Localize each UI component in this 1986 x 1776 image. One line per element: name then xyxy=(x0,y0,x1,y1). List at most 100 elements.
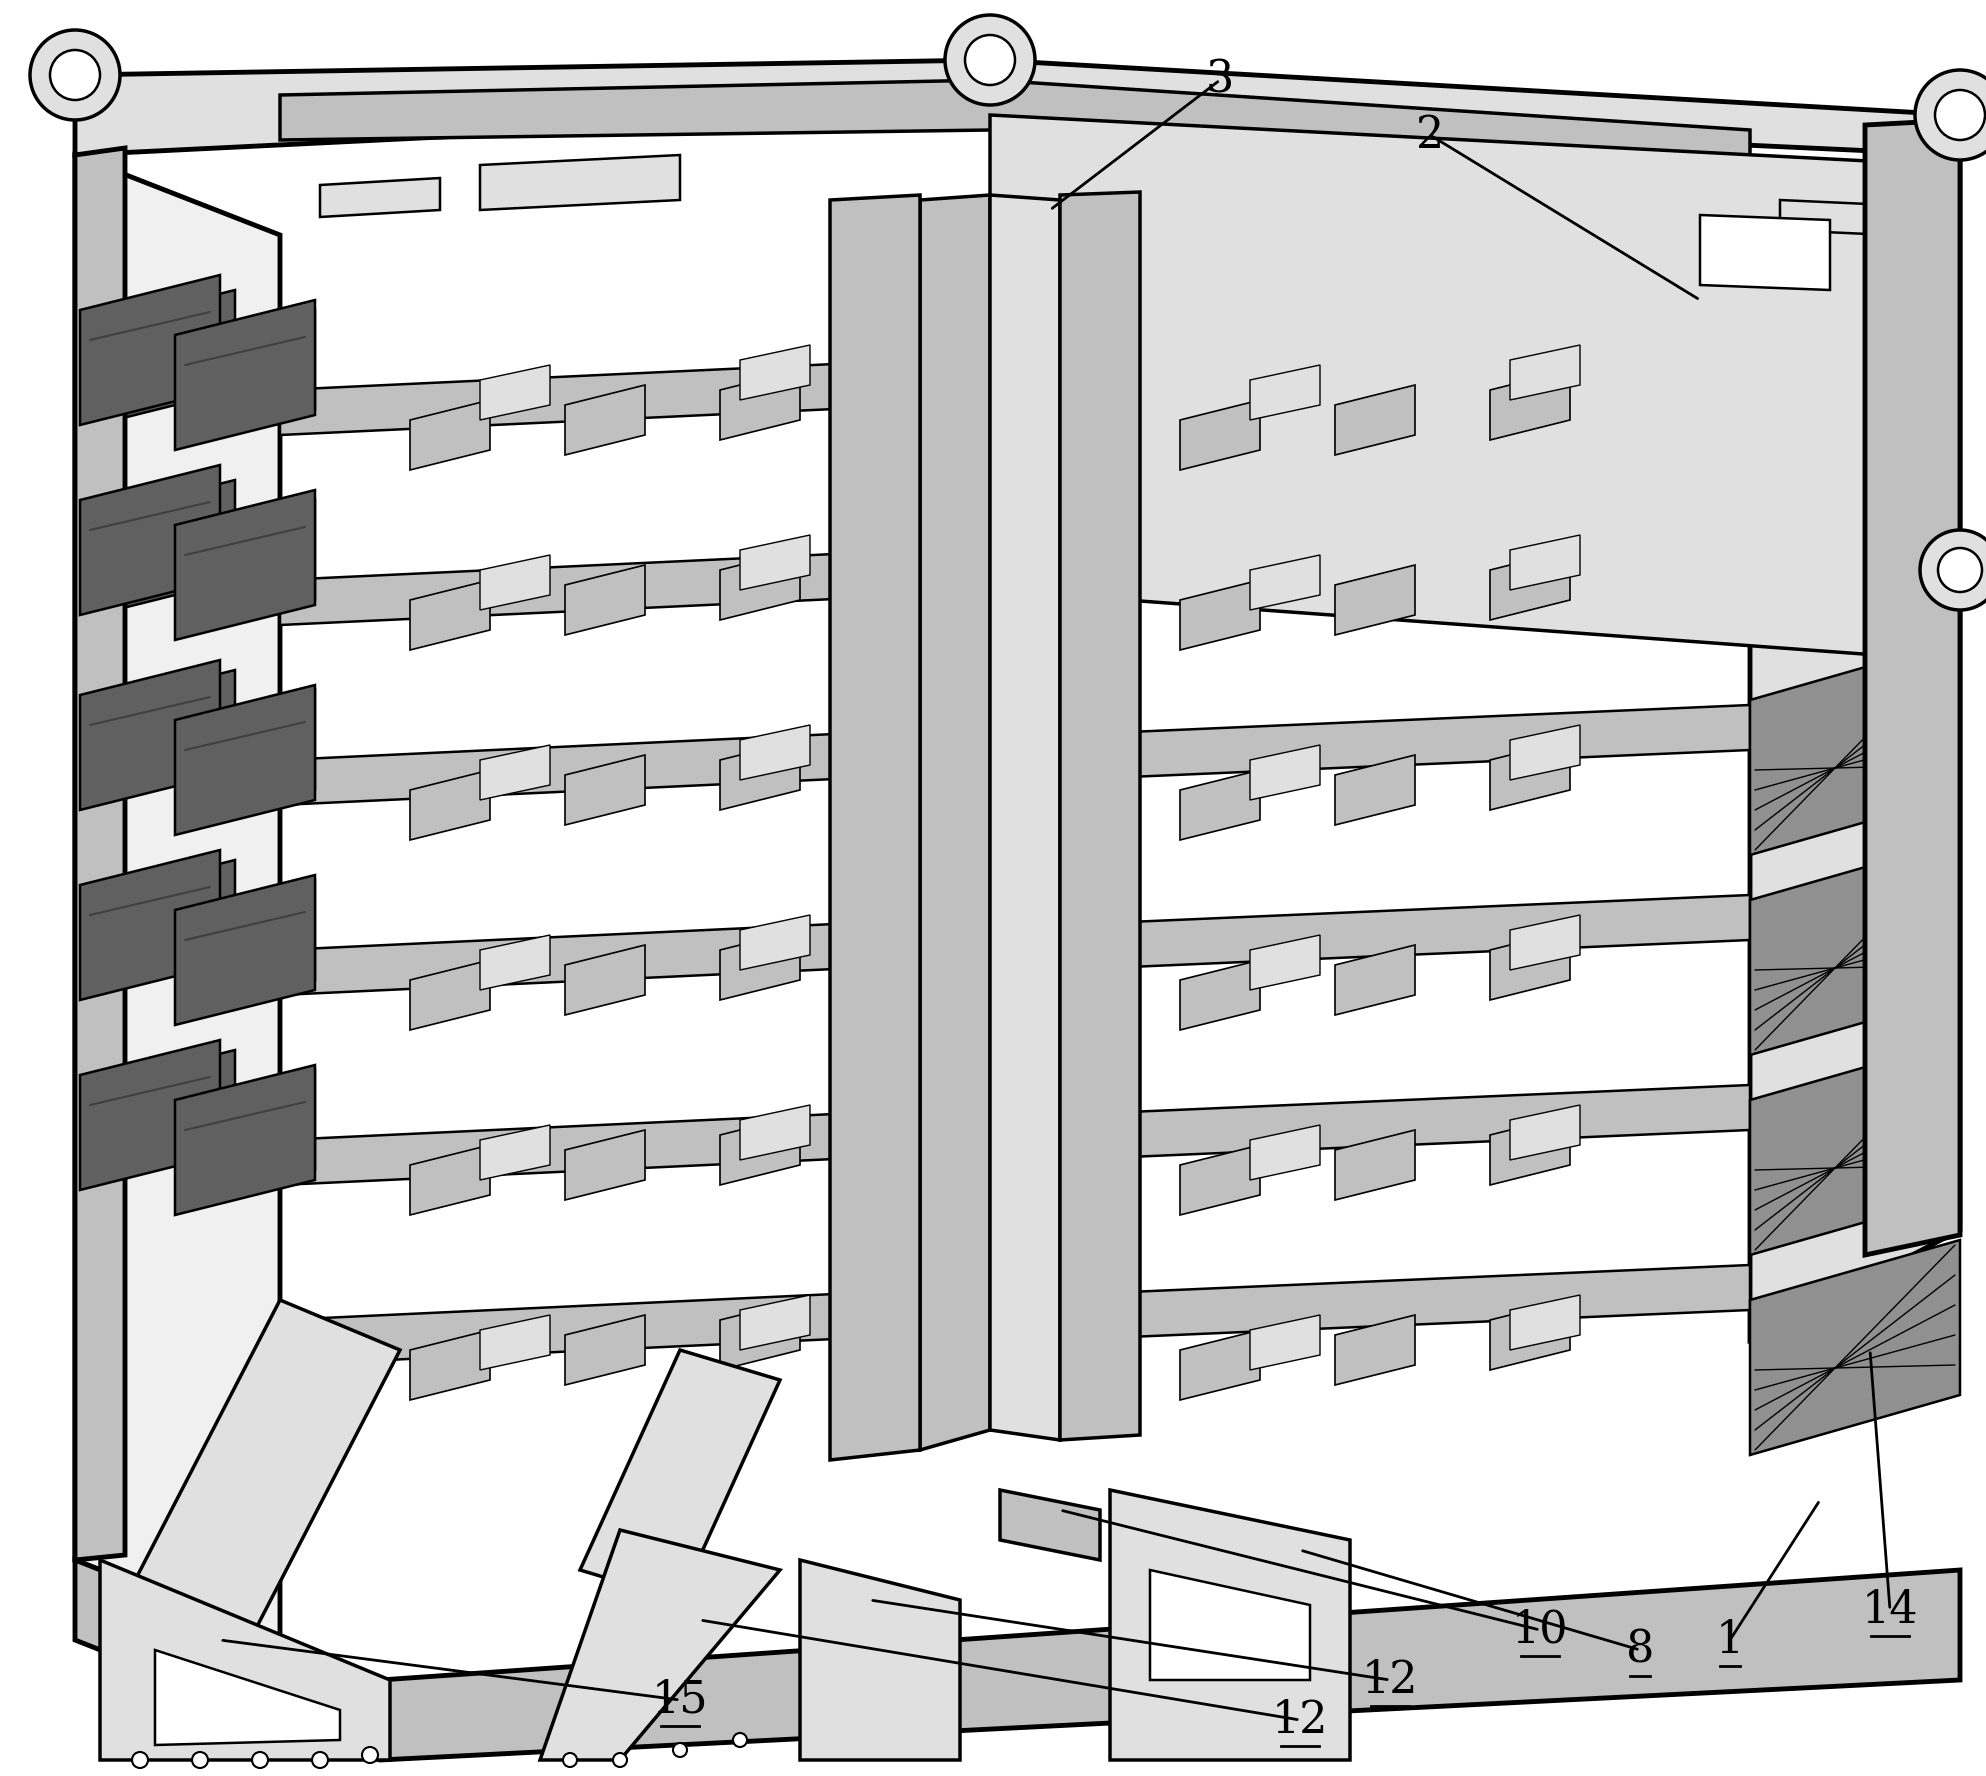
Polygon shape xyxy=(1490,1300,1571,1369)
Polygon shape xyxy=(129,1300,399,1639)
Polygon shape xyxy=(175,686,316,835)
Polygon shape xyxy=(1509,535,1581,590)
Polygon shape xyxy=(75,1559,1960,1760)
Polygon shape xyxy=(580,1350,780,1600)
Polygon shape xyxy=(1779,201,1891,234)
Polygon shape xyxy=(79,1041,220,1190)
Polygon shape xyxy=(1061,895,1750,970)
Polygon shape xyxy=(1335,1130,1414,1201)
Polygon shape xyxy=(1335,945,1414,1016)
Polygon shape xyxy=(1700,215,1829,289)
Circle shape xyxy=(252,1751,268,1767)
Circle shape xyxy=(50,50,99,99)
Polygon shape xyxy=(1750,639,1960,854)
Polygon shape xyxy=(280,1289,920,1366)
Polygon shape xyxy=(280,920,920,995)
Polygon shape xyxy=(989,115,1944,661)
Polygon shape xyxy=(564,565,645,636)
Polygon shape xyxy=(481,155,679,210)
Polygon shape xyxy=(195,879,316,1011)
Polygon shape xyxy=(989,195,1061,1440)
Polygon shape xyxy=(1750,1041,1960,1256)
Polygon shape xyxy=(1001,1490,1100,1559)
Polygon shape xyxy=(741,915,810,970)
Polygon shape xyxy=(280,1110,920,1185)
Polygon shape xyxy=(1110,1490,1350,1760)
Polygon shape xyxy=(564,385,645,455)
Polygon shape xyxy=(409,581,491,650)
Polygon shape xyxy=(1335,1314,1414,1385)
Text: 12: 12 xyxy=(1271,1698,1329,1742)
Polygon shape xyxy=(409,1330,491,1399)
Polygon shape xyxy=(1249,1314,1321,1369)
Polygon shape xyxy=(1249,744,1321,799)
Polygon shape xyxy=(280,80,1750,170)
Circle shape xyxy=(965,36,1015,85)
Polygon shape xyxy=(75,60,1960,155)
Polygon shape xyxy=(1180,1146,1259,1215)
Polygon shape xyxy=(1335,755,1414,826)
Polygon shape xyxy=(1509,915,1581,970)
Circle shape xyxy=(945,14,1035,105)
Circle shape xyxy=(193,1751,209,1767)
Polygon shape xyxy=(175,876,316,1025)
Polygon shape xyxy=(1180,771,1259,840)
Polygon shape xyxy=(1509,1295,1581,1350)
Polygon shape xyxy=(1249,366,1321,419)
Polygon shape xyxy=(1150,1570,1311,1680)
Polygon shape xyxy=(741,1295,810,1350)
Polygon shape xyxy=(1061,705,1750,780)
Polygon shape xyxy=(195,501,316,630)
Polygon shape xyxy=(280,551,920,625)
Polygon shape xyxy=(1335,385,1414,455)
Polygon shape xyxy=(75,147,125,1559)
Polygon shape xyxy=(1180,581,1259,650)
Polygon shape xyxy=(564,945,645,1016)
Circle shape xyxy=(1934,91,1984,140)
Circle shape xyxy=(1920,529,1986,609)
Polygon shape xyxy=(564,1130,645,1201)
Circle shape xyxy=(562,1753,578,1767)
Polygon shape xyxy=(741,1105,810,1160)
Polygon shape xyxy=(721,741,800,810)
Polygon shape xyxy=(481,1124,550,1179)
Polygon shape xyxy=(320,178,441,217)
Polygon shape xyxy=(195,311,316,440)
Polygon shape xyxy=(99,1559,389,1760)
Polygon shape xyxy=(1180,1330,1259,1399)
Polygon shape xyxy=(920,195,989,1449)
Polygon shape xyxy=(79,275,220,424)
Circle shape xyxy=(1915,69,1986,160)
Polygon shape xyxy=(1750,1240,1960,1455)
Text: 1: 1 xyxy=(1716,1618,1744,1662)
Polygon shape xyxy=(1061,526,1750,600)
Polygon shape xyxy=(1249,934,1321,989)
Polygon shape xyxy=(1061,192,1140,1440)
Circle shape xyxy=(1938,549,1982,591)
Text: 3: 3 xyxy=(1206,59,1233,101)
Polygon shape xyxy=(115,1050,234,1179)
Polygon shape xyxy=(155,1650,340,1746)
Text: 14: 14 xyxy=(1861,1588,1918,1632)
Polygon shape xyxy=(1490,931,1571,1000)
Polygon shape xyxy=(1490,741,1571,810)
Polygon shape xyxy=(721,1300,800,1369)
Circle shape xyxy=(361,1748,377,1764)
Polygon shape xyxy=(1509,1105,1581,1160)
Polygon shape xyxy=(409,1146,491,1215)
Polygon shape xyxy=(481,1314,550,1369)
Polygon shape xyxy=(115,480,234,609)
Polygon shape xyxy=(409,400,491,471)
Circle shape xyxy=(614,1753,628,1767)
Text: 12: 12 xyxy=(1362,1659,1418,1701)
Polygon shape xyxy=(721,931,800,1000)
Polygon shape xyxy=(79,661,220,810)
Text: 15: 15 xyxy=(651,1678,709,1721)
Polygon shape xyxy=(175,1066,316,1215)
Polygon shape xyxy=(75,155,280,1639)
Polygon shape xyxy=(409,771,491,840)
Polygon shape xyxy=(564,1314,645,1385)
Polygon shape xyxy=(1750,840,1960,1055)
Polygon shape xyxy=(195,1069,316,1201)
Polygon shape xyxy=(1490,1115,1571,1185)
